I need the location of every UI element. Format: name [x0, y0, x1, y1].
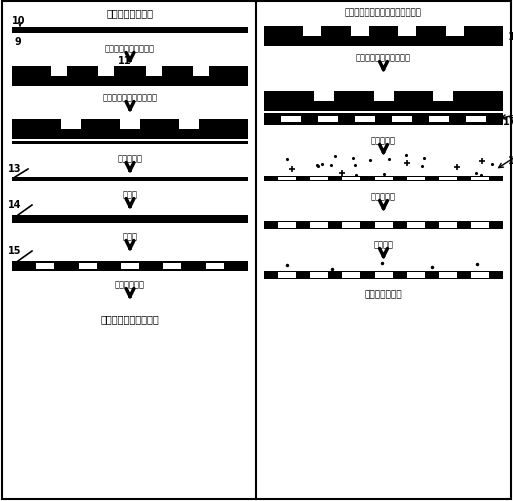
- Text: 11: 11: [119, 56, 132, 66]
- Bar: [471, 222, 489, 228]
- Bar: [162, 67, 193, 77]
- Text: 抜模一: 抜模一: [123, 189, 137, 198]
- Bar: [310, 273, 328, 279]
- Bar: [264, 221, 503, 229]
- Bar: [12, 67, 51, 77]
- Bar: [12, 28, 248, 34]
- Bar: [466, 117, 486, 123]
- Bar: [264, 177, 503, 182]
- Text: 扰动模板: 扰动模板: [373, 239, 393, 248]
- Bar: [163, 264, 181, 270]
- Bar: [278, 273, 296, 279]
- Bar: [374, 273, 392, 279]
- Bar: [36, 264, 54, 270]
- Text: 洗去不结合耗耗: 洗去不结合耗耗: [365, 290, 402, 299]
- Bar: [264, 272, 503, 280]
- Bar: [393, 92, 433, 102]
- Bar: [140, 120, 179, 130]
- Bar: [12, 178, 248, 182]
- Text: 微接触印刷: 微接触印刷: [117, 154, 143, 163]
- Text: 肌肉细胞进行二维切片及荷光标记: 肌肉细胞进行二维切片及荷光标记: [345, 8, 422, 17]
- Bar: [407, 178, 425, 181]
- Bar: [417, 27, 446, 37]
- Text: 10: 10: [12, 16, 26, 26]
- Bar: [310, 222, 328, 228]
- Bar: [121, 264, 139, 270]
- Bar: [321, 27, 350, 37]
- Text: 18: 18: [508, 156, 513, 166]
- Bar: [12, 77, 248, 87]
- Text: 15: 15: [8, 245, 22, 256]
- Text: 13: 13: [8, 164, 22, 174]
- Bar: [264, 92, 314, 102]
- Bar: [407, 273, 425, 279]
- Bar: [278, 222, 296, 228]
- Bar: [453, 92, 503, 102]
- Bar: [334, 92, 373, 102]
- Bar: [471, 178, 489, 181]
- Text: 14: 14: [8, 199, 22, 209]
- Bar: [78, 264, 96, 270]
- Text: 微接触印刷: 微接触印刷: [371, 191, 396, 200]
- Text: 荧光标记物的制作: 荧光标记物的制作: [107, 8, 153, 18]
- Bar: [278, 178, 296, 181]
- Text: 抜模二: 抜模二: [123, 231, 137, 240]
- Bar: [114, 67, 146, 77]
- Bar: [439, 222, 457, 228]
- Text: 1: 1: [508, 32, 513, 42]
- Bar: [464, 27, 503, 37]
- Bar: [369, 27, 399, 37]
- Bar: [67, 67, 98, 77]
- Bar: [471, 273, 489, 279]
- Text: 免疫荧光染色: 免疫荧光染色: [115, 280, 145, 289]
- Bar: [374, 178, 392, 181]
- Bar: [407, 222, 425, 228]
- Bar: [12, 142, 248, 145]
- Text: 下层复合材料模板制备: 下层复合材料模板制备: [105, 44, 155, 53]
- Bar: [12, 215, 248, 223]
- Text: 9: 9: [14, 37, 21, 47]
- Bar: [281, 117, 301, 123]
- Bar: [206, 264, 224, 270]
- Bar: [264, 37, 503, 47]
- Text: 微接触印刷: 微接触印刷: [371, 136, 396, 145]
- Text: 纤维第二白面肬局部添加: 纤维第二白面肬局部添加: [103, 93, 157, 102]
- Bar: [439, 273, 457, 279]
- Bar: [209, 67, 248, 77]
- Bar: [342, 222, 360, 228]
- Bar: [355, 117, 375, 123]
- Bar: [439, 178, 457, 181]
- Text: 17: 17: [503, 117, 513, 127]
- Text: 上层复合材料模板制备: 上层复合材料模板制备: [101, 313, 160, 323]
- Bar: [374, 222, 392, 228]
- Bar: [342, 178, 360, 181]
- Text: 纤维第二白面肬局部添加: 纤维第二白面肬局部添加: [356, 53, 411, 62]
- Bar: [429, 117, 449, 123]
- Bar: [264, 102, 503, 112]
- Bar: [12, 130, 248, 140]
- Bar: [264, 114, 503, 126]
- Bar: [81, 120, 120, 130]
- Bar: [12, 120, 61, 130]
- Bar: [342, 273, 360, 279]
- Bar: [310, 178, 328, 181]
- Bar: [199, 120, 248, 130]
- Bar: [392, 117, 412, 123]
- Bar: [318, 117, 338, 123]
- Bar: [264, 27, 303, 37]
- Bar: [12, 262, 248, 272]
